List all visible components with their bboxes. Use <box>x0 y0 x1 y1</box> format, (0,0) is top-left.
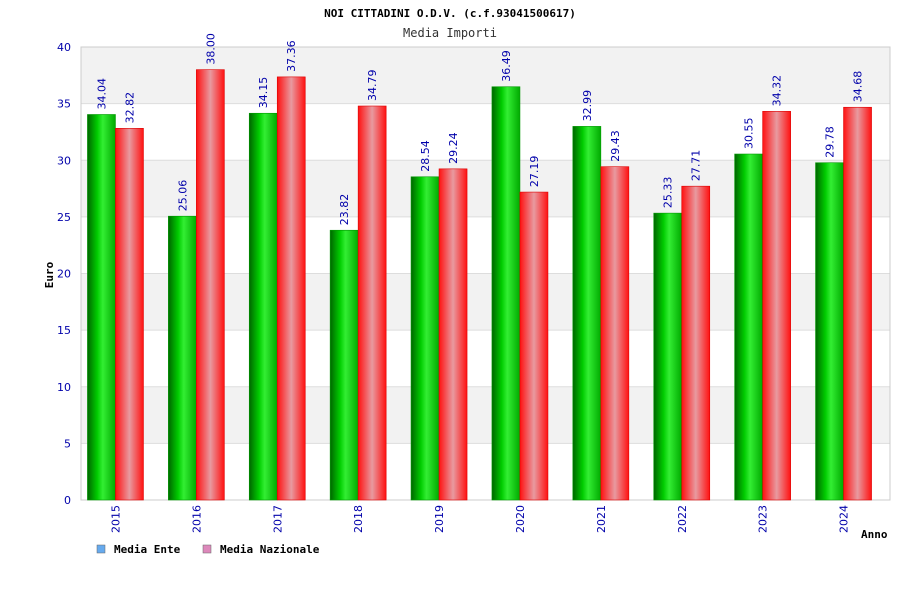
y-tick-label: 25 <box>57 211 71 224</box>
y-axis-label: Euro <box>43 261 56 288</box>
bar-media-nazionale-2020 <box>519 191 549 501</box>
x-tick-label: 2019 <box>433 505 446 533</box>
data-label: 37.36 <box>285 40 298 72</box>
x-tick-label: 2015 <box>109 505 122 533</box>
bar-media-nazionale-2024 <box>843 106 872 501</box>
bar-media-nazionale-2019 <box>438 168 468 501</box>
x-axis-ticks: 2015 2016 2017 2018 2019 2020 2021 2022 2023 2024 <box>109 505 850 533</box>
y-tick-label: 5 <box>64 437 71 450</box>
bar-media-ente-2022 <box>653 212 683 501</box>
data-label: 23.82 <box>338 194 351 226</box>
data-label: 30.55 <box>743 118 756 150</box>
bar-media-ente-2021 <box>572 126 602 501</box>
legend-label: Media Ente <box>114 543 181 556</box>
x-tick-label: 2018 <box>352 505 365 533</box>
bar-media-ente-2020 <box>491 86 521 501</box>
x-tick-label: 2021 <box>595 505 608 533</box>
data-labels: 34.04 32.82 25.06 38.00 34.15 37.36 23.82 34.79… <box>95 33 864 225</box>
x-tick-label: 2022 <box>676 505 689 533</box>
y-tick-label: 0 <box>64 494 71 507</box>
x-tick-label: 2017 <box>271 505 284 533</box>
bar-media-nazionale-2017 <box>276 76 306 501</box>
y-tick-label: 30 <box>57 154 71 167</box>
bar-media-nazionale-2015 <box>115 128 144 501</box>
bar-media-nazionale-2023 <box>762 111 791 501</box>
data-label: 34.79 <box>366 70 379 102</box>
legend-swatch <box>96 544 106 554</box>
bar-media-ente-2018 <box>329 229 359 501</box>
legend-label: Media Nazionale <box>220 543 320 556</box>
data-label: 27.19 <box>528 156 541 188</box>
bar-media-nazionale-2016 <box>196 69 225 501</box>
bar-media-nazionale-2022 <box>681 185 711 501</box>
data-label: 38.00 <box>204 33 217 65</box>
data-label: 29.43 <box>609 130 622 162</box>
data-label: 36.49 <box>500 50 513 82</box>
bar-media-ente-2023 <box>734 153 763 501</box>
data-label: 32.99 <box>581 90 594 122</box>
data-label: 34.68 <box>852 71 865 103</box>
y-tick-label: 15 <box>57 324 71 337</box>
data-label: 29.78 <box>824 126 837 158</box>
y-tick-label: 20 <box>57 268 71 281</box>
x-tick-label: 2020 <box>514 505 527 533</box>
bar-media-ente-2024 <box>815 162 844 501</box>
x-tick-label: 2016 <box>190 505 203 533</box>
x-tick-label: 2023 <box>757 505 770 533</box>
data-label: 28.54 <box>419 140 432 172</box>
bars <box>87 69 872 501</box>
data-label: 34.04 <box>95 78 108 110</box>
bar-media-ente-2015 <box>87 114 116 501</box>
y-tick-label: 40 <box>57 41 71 54</box>
plot-border <box>80 46 891 501</box>
data-label: 32.82 <box>123 92 136 124</box>
x-axis-label: Anno <box>861 528 888 541</box>
data-label: 25.33 <box>662 177 675 209</box>
x-tick-label: 2024 <box>838 505 851 533</box>
bar-media-ente-2019 <box>410 176 440 501</box>
bar-media-nazionale-2018 <box>357 105 387 501</box>
bar-media-ente-2017 <box>248 112 278 501</box>
y-axis-ticks: 0 5 10 15 20 25 30 35 40 <box>57 41 71 507</box>
data-label: 34.32 <box>771 75 784 107</box>
legend: Media Ente Media Nazionale <box>96 543 320 556</box>
data-label: 25.06 <box>176 180 189 212</box>
bar-media-nazionale-2021 <box>600 166 630 501</box>
data-label: 27.71 <box>690 150 703 182</box>
chart-subtitle: Media Importi <box>403 26 497 40</box>
legend-swatch <box>202 544 212 554</box>
y-tick-label: 10 <box>57 381 71 394</box>
bar-media-ente-2016 <box>168 215 197 501</box>
y-tick-label: 35 <box>57 98 71 111</box>
data-label: 29.24 <box>447 132 460 164</box>
data-label: 34.15 <box>257 77 270 109</box>
chart-title: NOI CITTADINI O.D.V. (c.f.93041500617) <box>324 7 576 20</box>
